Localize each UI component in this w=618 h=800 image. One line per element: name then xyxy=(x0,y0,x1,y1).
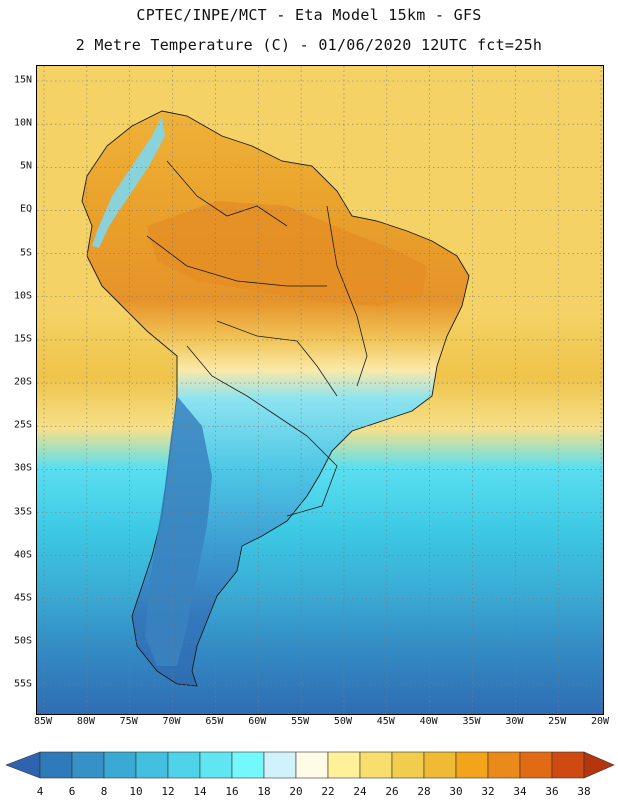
colorbar-tick-label: 32 xyxy=(481,785,495,798)
colorbar-tick-label: 22 xyxy=(321,785,335,798)
colorbar-tick-label: 10 xyxy=(129,785,143,798)
colorbar-tick-label: 28 xyxy=(417,785,431,798)
lon-tick-label: 25W xyxy=(548,716,567,727)
colorbar-bin xyxy=(263,751,297,779)
lon-tick-label: 85W xyxy=(33,716,53,727)
lat-tick-label: 55S xyxy=(13,678,32,690)
colorbar-bin xyxy=(39,751,73,779)
colorbar-bin xyxy=(167,751,201,779)
colorbar-tick-label: 14 xyxy=(193,785,207,798)
country-borders xyxy=(146,160,368,517)
colorbar-tick-label: 36 xyxy=(545,785,559,798)
graticule xyxy=(37,66,603,714)
colorbar-bin xyxy=(295,751,329,779)
lat-tick-label: 5S xyxy=(19,247,32,259)
lon-tick-label: 75W xyxy=(119,716,138,727)
colorbar-under-arrow xyxy=(5,751,41,779)
colorbar-bin xyxy=(135,751,169,779)
colorbar-bin xyxy=(455,751,489,779)
colorbar-bin xyxy=(327,751,361,779)
lat-tick-label: 15N xyxy=(13,74,32,86)
colorbar-bin xyxy=(359,751,393,779)
colorbar-bin xyxy=(423,751,457,779)
lon-tick-label: 50W xyxy=(333,716,352,727)
lon-tick-label: 80W xyxy=(76,716,95,727)
colorbar-bin xyxy=(231,751,265,779)
colorbar-tick-label: 20 xyxy=(289,785,303,798)
lat-tick-label: 35S xyxy=(13,506,32,517)
lon-tick-label: 35W xyxy=(462,716,481,727)
colorbar-bin xyxy=(199,751,233,779)
lon-tick-label: 20W xyxy=(591,716,610,727)
patagonia-cold-zone xyxy=(145,396,212,666)
lat-tick-label: 30S xyxy=(13,462,32,474)
colorbar-bin xyxy=(103,751,137,779)
lon-tick-label: 65W xyxy=(205,716,224,727)
lat-tick-label: 40S xyxy=(13,549,32,561)
colorbar-tick-label: 18 xyxy=(257,785,271,798)
amazon-hot-zone xyxy=(147,201,427,306)
lon-tick-label: 60W xyxy=(248,716,267,727)
lat-tick-label: 10N xyxy=(13,117,32,129)
colorbar-over-arrow xyxy=(583,751,615,779)
colorbar-tick-label: 38 xyxy=(577,785,591,798)
lat-tick-label: 20S xyxy=(13,376,32,388)
lon-tick-label: 70W xyxy=(162,716,181,727)
lon-tick-label: 45W xyxy=(376,716,395,727)
lat-tick-label: 15S xyxy=(13,333,32,345)
colorbar-bin xyxy=(519,751,553,779)
colorbar-tick-label: 12 xyxy=(161,785,175,798)
colorbar-bin xyxy=(391,751,425,779)
chart-subtitle: 2 Metre Temperature (C) - 01/06/2020 12U… xyxy=(75,36,543,54)
colorbar-bin xyxy=(551,751,585,779)
colorbar-tick-label: 24 xyxy=(353,785,367,798)
lat-tick-label: 10S xyxy=(13,290,32,302)
lon-tick-label: 30W xyxy=(505,716,524,727)
colorbar-tick-label: 26 xyxy=(385,785,399,798)
colorbar-tick-label: 4 xyxy=(36,785,44,798)
lat-tick-label: 50S xyxy=(13,635,32,647)
lon-tick-label: 40W xyxy=(419,716,438,727)
colorbar-tick-label: 16 xyxy=(225,785,239,798)
lon-tick-label: 55W xyxy=(291,716,310,727)
colorbar-tick-label: 30 xyxy=(449,785,463,798)
colorbar-tick-label: 8 xyxy=(100,785,108,798)
lat-tick-label: EQ xyxy=(19,203,32,215)
colorbar-tick-label: 34 xyxy=(513,785,527,798)
andes-cool-strip xyxy=(92,116,165,248)
colorbar-bin xyxy=(487,751,521,779)
colorbar-bin xyxy=(71,751,105,779)
map-panel[interactable] xyxy=(36,65,604,715)
temperature-colorbar xyxy=(5,751,615,779)
temperature-field-map xyxy=(37,66,603,714)
colorbar-tick-label: 6 xyxy=(68,785,76,798)
lat-tick-label: 5N xyxy=(19,160,32,172)
lat-tick-label: 25S xyxy=(13,419,32,431)
chart-title: CPTEC/INPE/MCT - Eta Model 15km - GFS xyxy=(136,6,482,24)
lat-tick-label: 45S xyxy=(13,592,32,604)
